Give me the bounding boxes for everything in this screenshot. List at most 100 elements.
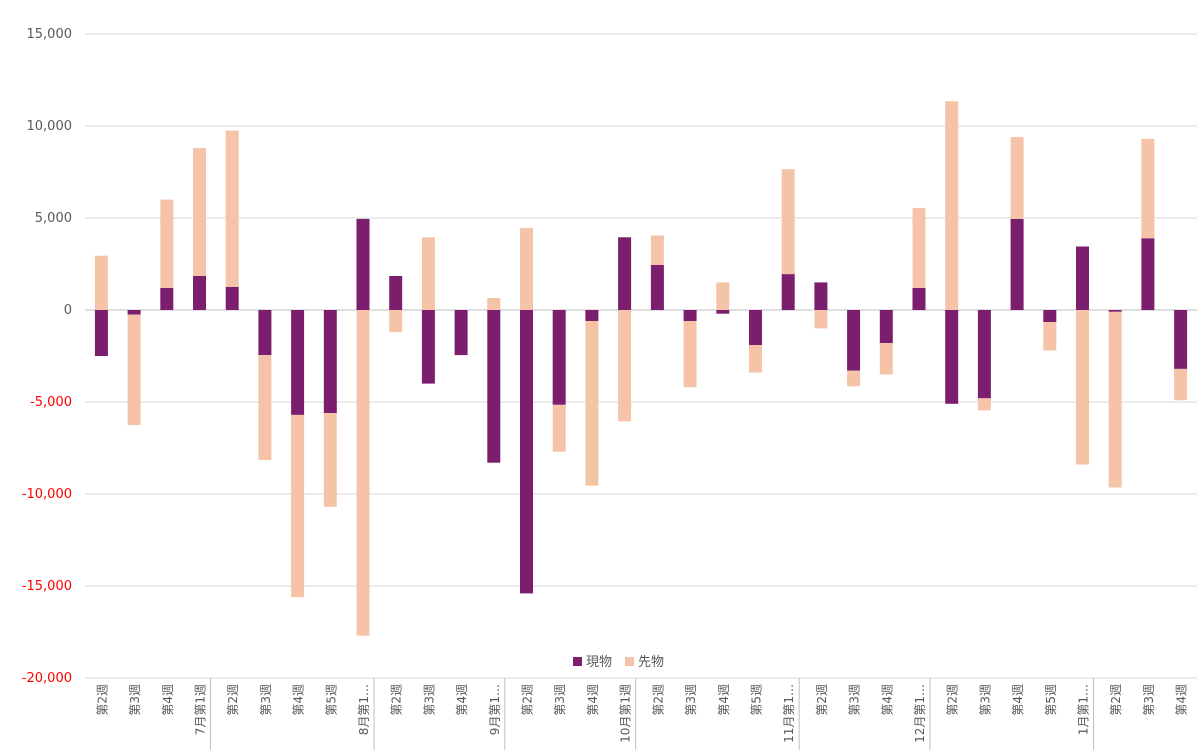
bar-genbutsu [716, 310, 730, 314]
bar-sakimono [585, 321, 599, 486]
legend-swatch [625, 657, 634, 666]
x-tick-label: 第3週 [553, 684, 567, 716]
x-tick-label: 第4週 [586, 684, 600, 716]
bar-sakimono [945, 101, 959, 310]
x-tick-label: 第4週 [161, 684, 175, 716]
x-tick-label: 第3週 [1142, 684, 1156, 716]
bar-sakimono [1108, 311, 1122, 488]
x-tick-label: 第3週 [978, 684, 992, 716]
bar-genbutsu [225, 287, 239, 310]
x-tick-label: 第2週 [1109, 684, 1123, 716]
bar-genbutsu [487, 310, 501, 463]
bar-genbutsu [912, 287, 926, 310]
bar-sakimono [160, 199, 174, 288]
bar-sakimono [94, 255, 108, 310]
bar-genbutsu [1174, 310, 1188, 369]
bar-sakimono [487, 298, 501, 310]
bar-genbutsu [1141, 238, 1155, 310]
legend: 現物 先物 [573, 655, 664, 670]
bar-sakimono [912, 207, 926, 288]
bar-genbutsu [258, 310, 272, 356]
bar-sakimono [618, 310, 632, 422]
bar-sakimono [879, 343, 893, 375]
x-tick-label: 11月第1… [782, 684, 796, 743]
bar-sakimono [193, 148, 206, 276]
gridlines [85, 33, 1197, 679]
x-tick-label: 10月第1週 [619, 684, 633, 743]
y-tick-label: -15,000 [22, 579, 72, 594]
bar-sakimono [421, 237, 435, 310]
x-tick-label: 第3週 [684, 684, 698, 716]
bar-genbutsu [585, 310, 599, 321]
x-tick-label: 第2週 [946, 684, 960, 716]
bar-genbutsu [94, 310, 108, 356]
bars [94, 101, 1188, 636]
x-tick-label: 第2週 [521, 684, 535, 716]
bar-sakimono [781, 169, 795, 275]
x-tick-label: 第3週 [422, 684, 436, 716]
bar-genbutsu [160, 287, 174, 310]
bar-genbutsu [945, 310, 959, 404]
bar-sakimono [520, 228, 533, 310]
bar-sakimono [389, 310, 403, 333]
bar-sakimono [127, 314, 141, 425]
bar-genbutsu [1010, 218, 1024, 310]
bar-genbutsu [1043, 310, 1057, 322]
bar-genbutsu [650, 264, 664, 310]
x-tick-label: 12月第1… [913, 684, 927, 743]
bar-sakimono [1076, 310, 1089, 465]
x-tick-label: 第4週 [292, 684, 306, 716]
bar-genbutsu [520, 310, 533, 594]
y-tick-label: 15,000 [27, 27, 73, 42]
bar-sakimono [1043, 322, 1057, 351]
x-tick-label: 第4週 [455, 684, 469, 716]
bar-genbutsu [193, 276, 206, 310]
x-tick-label: 第5週 [324, 684, 338, 716]
bar-sakimono [1141, 138, 1155, 239]
bar-genbutsu [1108, 310, 1122, 312]
y-tick-label: 10,000 [27, 119, 73, 134]
bar-sakimono [258, 355, 272, 460]
x-tick-label: 第2週 [815, 684, 829, 716]
bar-sakimono [291, 414, 305, 598]
x-axis-ticks: 第2週 第3週 第4週 7月第1週 第2週 第3週 第4週 第5週 8月第1… 第2週 第3週 第4週… [95, 678, 1189, 750]
x-tick-label: 第5週 [750, 684, 764, 716]
x-tick-label: 9月第1… [488, 684, 502, 735]
x-tick-label: 第2週 [390, 684, 404, 716]
x-tick-label: 第3週 [259, 684, 273, 716]
bar-sakimono [650, 235, 664, 265]
x-tick-label: 1月第1… [1077, 684, 1091, 735]
bar-sakimono [683, 321, 697, 388]
x-tick-label: 第4週 [717, 684, 731, 716]
bar-genbutsu [454, 310, 468, 356]
y-tick-label: -20,000 [22, 671, 72, 686]
x-tick-label: 第4週 [1011, 684, 1025, 716]
bar-sakimono [749, 345, 762, 373]
y-tick-label: -5,000 [30, 395, 72, 410]
bar-genbutsu [552, 310, 566, 405]
bar-genbutsu [1076, 246, 1089, 310]
bar-sakimono [552, 404, 566, 452]
bar-genbutsu [389, 276, 403, 310]
y-axis-ticks: 15,000 10,000 5,000 0 -5,000 -10,000 -15,000 -2… [22, 27, 72, 686]
y-tick-label: -10,000 [22, 487, 72, 502]
bar-genbutsu [683, 310, 697, 321]
x-tick-label: 第4週 [880, 684, 894, 716]
bar-genbutsu [618, 237, 632, 310]
bar-sakimono [323, 413, 337, 507]
bar-sakimono [1174, 368, 1188, 401]
x-tick-label: 8月第1… [357, 684, 371, 735]
bar-genbutsu [749, 310, 762, 345]
x-tick-label: 第3週 [848, 684, 862, 716]
bar-genbutsu [847, 310, 861, 371]
x-tick-label: 第2週 [226, 684, 240, 716]
x-tick-label: 第3週 [128, 684, 142, 716]
legend-label: 現物 [586, 655, 612, 670]
bar-genbutsu [323, 310, 337, 413]
bar-genbutsu [291, 310, 305, 415]
bar-genbutsu [127, 310, 141, 315]
x-tick-label: 第5週 [1044, 684, 1058, 716]
bar-sakimono [814, 310, 828, 329]
